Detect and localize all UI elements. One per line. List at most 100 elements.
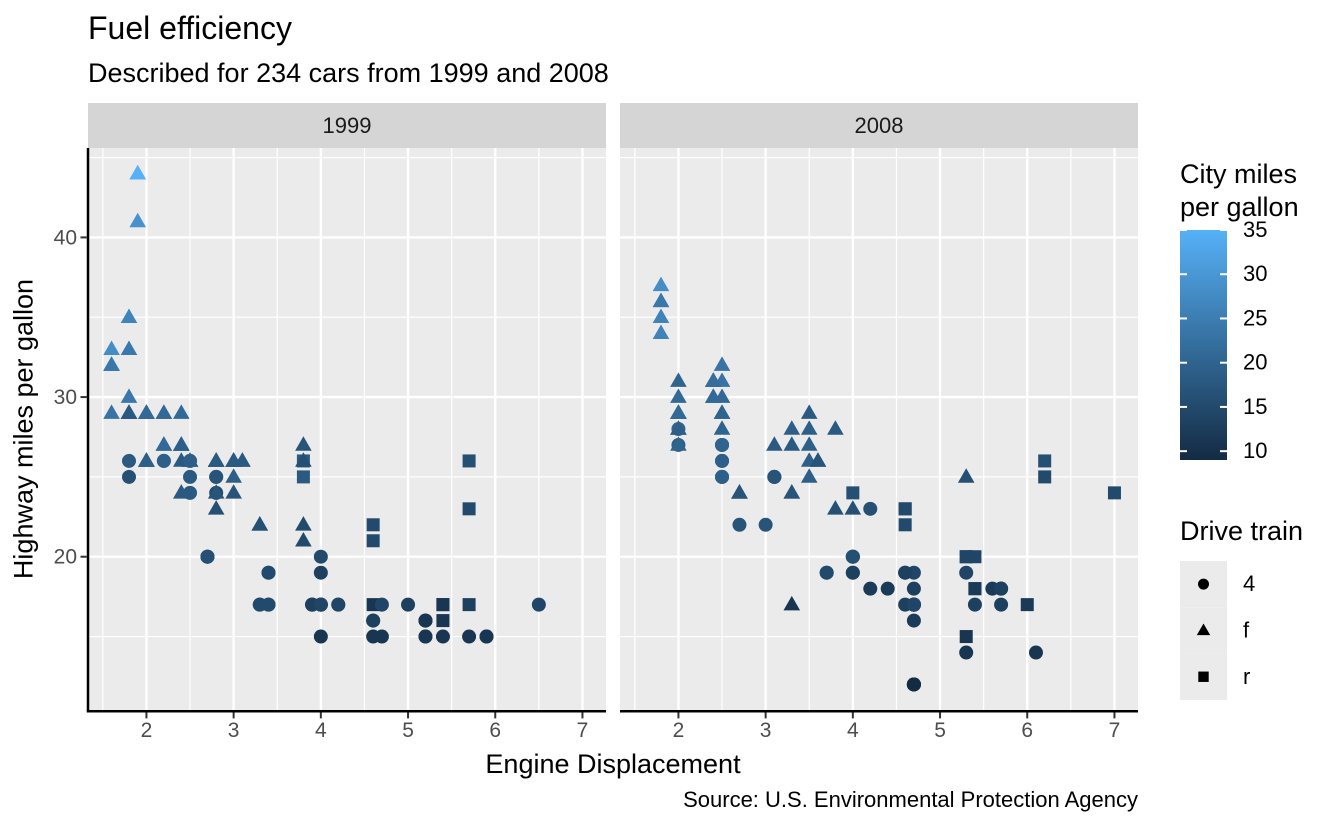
shape-legend-title: Drive train	[1180, 516, 1304, 546]
data-point	[959, 565, 974, 580]
data-point	[296, 470, 310, 484]
data-point	[173, 436, 190, 451]
legend-key-label: f	[1243, 617, 1250, 642]
data-point	[129, 164, 147, 180]
data-point	[462, 454, 476, 468]
data-point	[652, 292, 670, 308]
data-point	[436, 598, 450, 612]
data-point	[225, 484, 242, 499]
data-point	[800, 436, 818, 451]
data-point	[898, 518, 912, 532]
data-point	[994, 597, 1009, 612]
x-tick-label: 5	[934, 719, 946, 742]
x-tick-label: 5	[402, 719, 414, 742]
data-point	[959, 630, 973, 644]
data-point	[462, 629, 477, 644]
color-legend-title: City miles per gallon	[1180, 159, 1299, 222]
legend-square-glyph	[1198, 671, 1209, 682]
data-point	[670, 404, 687, 419]
facet-strip-label: 1999	[323, 113, 372, 138]
data-point	[295, 452, 312, 467]
data-point	[200, 549, 215, 564]
x-axis-title: Engine Displacement	[485, 749, 741, 779]
data-point	[374, 629, 389, 644]
data-point	[462, 598, 476, 612]
data-point	[994, 581, 1009, 596]
data-point	[783, 436, 801, 451]
data-point	[898, 565, 913, 580]
data-point	[968, 550, 982, 564]
plot-subtitle: Described for 234 cars from 1999 and 200…	[88, 58, 609, 88]
data-point	[800, 404, 818, 419]
data-point	[531, 597, 546, 612]
data-point	[906, 597, 921, 612]
data-point	[800, 420, 818, 435]
data-point	[225, 468, 242, 483]
x-tick-label: 6	[489, 719, 501, 742]
legend-key-label: r	[1243, 664, 1250, 689]
data-point	[207, 484, 225, 499]
data-point	[401, 597, 416, 612]
x-tick-label: 2	[673, 719, 685, 742]
data-point	[1038, 470, 1052, 484]
colorbar-tick-label: 20	[1243, 350, 1267, 375]
panel-background	[620, 148, 1138, 710]
legend-key-label: 4	[1243, 571, 1255, 596]
data-point	[652, 276, 670, 292]
data-point	[313, 597, 328, 612]
data-point	[844, 500, 862, 515]
x-tick-label: 4	[847, 719, 859, 742]
facet-strip-label: 2008	[855, 113, 904, 138]
x-tick-label: 3	[760, 719, 772, 742]
data-point	[670, 436, 687, 451]
data-point	[652, 324, 670, 340]
x-tick-label: 4	[315, 719, 327, 742]
data-point	[863, 501, 878, 516]
data-point	[1038, 454, 1052, 468]
data-point	[251, 516, 269, 531]
data-point	[713, 388, 731, 403]
x-tick-label: 3	[228, 719, 240, 742]
x-tick-label: 7	[577, 719, 589, 742]
data-point	[120, 388, 138, 403]
data-point	[121, 453, 136, 468]
data-point	[462, 502, 476, 516]
data-point	[156, 453, 171, 468]
data-point	[705, 372, 722, 387]
data-point	[366, 534, 380, 548]
data-point	[295, 436, 312, 451]
legend-triangle-glyph	[1196, 623, 1211, 636]
data-point	[436, 614, 450, 628]
data-point	[766, 436, 783, 451]
y-tick-label: 20	[54, 546, 77, 569]
legend-circle-glyph	[1198, 578, 1209, 590]
data-point	[129, 212, 147, 228]
data-point	[121, 469, 136, 484]
data-point	[479, 629, 494, 644]
data-point	[120, 308, 138, 324]
data-point	[295, 516, 312, 531]
data-point	[313, 565, 328, 580]
data-point	[313, 549, 328, 564]
data-point	[183, 453, 198, 468]
data-point	[713, 404, 731, 419]
data-point	[767, 469, 782, 484]
data-point	[120, 404, 138, 419]
data-point	[313, 629, 328, 644]
colorbar-tick-label: 30	[1243, 261, 1267, 286]
data-point	[207, 500, 225, 515]
data-point	[366, 613, 381, 628]
data-point	[120, 340, 138, 355]
data-point	[331, 597, 346, 612]
data-point	[713, 356, 731, 371]
data-point	[800, 468, 818, 483]
data-point	[863, 581, 878, 596]
data-point	[183, 485, 198, 500]
data-point	[758, 517, 773, 532]
data-point	[819, 565, 834, 580]
colorbar-tick-label: 35	[1243, 217, 1267, 242]
data-point	[138, 404, 155, 419]
data-point	[967, 597, 982, 612]
data-point	[103, 356, 120, 371]
